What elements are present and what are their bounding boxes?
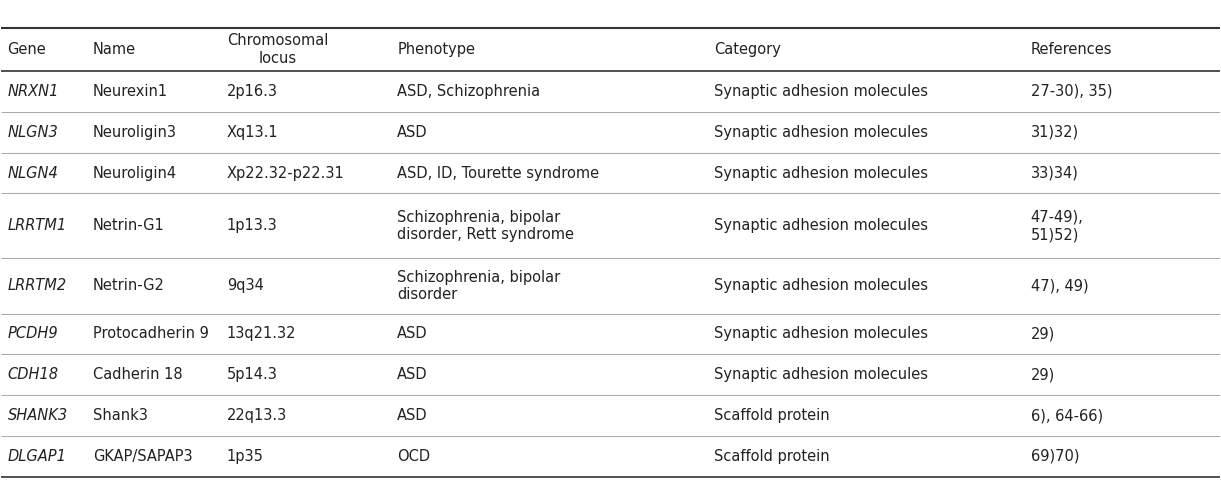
Text: NRXN1: NRXN1 [7, 84, 59, 99]
Text: 47-49),
51)52): 47-49), 51)52) [1031, 210, 1083, 242]
Text: Schizophrenia, bipolar
disorder, Rett syndrome: Schizophrenia, bipolar disorder, Rett sy… [397, 210, 574, 242]
Text: NLGN3: NLGN3 [7, 125, 59, 140]
Text: Shank3: Shank3 [93, 408, 148, 423]
Text: OCD: OCD [397, 449, 431, 464]
Text: 33)34): 33)34) [1031, 166, 1078, 181]
Text: 29): 29) [1031, 367, 1055, 382]
Text: Synaptic adhesion molecules: Synaptic adhesion molecules [714, 327, 928, 341]
Text: Protocadherin 9: Protocadherin 9 [93, 327, 209, 341]
Text: 13q21.32: 13q21.32 [227, 327, 297, 341]
Text: Xq13.1: Xq13.1 [227, 125, 278, 140]
Text: Neuroligin4: Neuroligin4 [93, 166, 177, 181]
Text: 2p16.3: 2p16.3 [227, 84, 277, 99]
Text: Synaptic adhesion molecules: Synaptic adhesion molecules [714, 278, 928, 293]
Text: Chromosomal
locus: Chromosomal locus [227, 33, 328, 66]
Text: Gene: Gene [7, 42, 46, 57]
Text: Cadherin 18: Cadherin 18 [93, 367, 182, 382]
Text: Schizophrenia, bipolar
disorder: Schizophrenia, bipolar disorder [397, 270, 560, 302]
Text: 22q13.3: 22q13.3 [227, 408, 287, 423]
Text: Scaffold protein: Scaffold protein [714, 449, 830, 464]
Text: NLGN4: NLGN4 [7, 166, 59, 181]
Text: Xp22.32-p22.31: Xp22.32-p22.31 [227, 166, 344, 181]
Text: PCDH9: PCDH9 [7, 327, 59, 341]
Text: 1p35: 1p35 [227, 449, 264, 464]
Text: Synaptic adhesion molecules: Synaptic adhesion molecules [714, 125, 928, 140]
Text: 1p13.3: 1p13.3 [227, 218, 277, 233]
Text: ASD, Schizophrenia: ASD, Schizophrenia [397, 84, 541, 99]
Text: Netrin-G2: Netrin-G2 [93, 278, 165, 293]
Text: Name: Name [93, 42, 136, 57]
Text: SHANK3: SHANK3 [7, 408, 67, 423]
Text: Phenotype: Phenotype [397, 42, 475, 57]
Text: 29): 29) [1031, 327, 1055, 341]
Text: Neurexin1: Neurexin1 [93, 84, 167, 99]
Text: LRRTM2: LRRTM2 [7, 278, 67, 293]
Text: Synaptic adhesion molecules: Synaptic adhesion molecules [714, 166, 928, 181]
Text: ASD: ASD [397, 327, 427, 341]
Text: ASD, ID, Tourette syndrome: ASD, ID, Tourette syndrome [397, 166, 600, 181]
Text: GKAP/SAPAP3: GKAP/SAPAP3 [93, 449, 193, 464]
Text: Synaptic adhesion molecules: Synaptic adhesion molecules [714, 218, 928, 233]
Text: Scaffold protein: Scaffold protein [714, 408, 830, 423]
Text: Netrin-G1: Netrin-G1 [93, 218, 165, 233]
Text: 9q34: 9q34 [227, 278, 264, 293]
Text: Synaptic adhesion molecules: Synaptic adhesion molecules [714, 367, 928, 382]
Text: 27-30), 35): 27-30), 35) [1031, 84, 1112, 99]
Text: ASD: ASD [397, 125, 427, 140]
Text: 69)70): 69)70) [1031, 449, 1079, 464]
Text: ASD: ASD [397, 367, 427, 382]
Text: DLGAP1: DLGAP1 [7, 449, 66, 464]
Text: Synaptic adhesion molecules: Synaptic adhesion molecules [714, 84, 928, 99]
Text: References: References [1031, 42, 1112, 57]
Text: LRRTM1: LRRTM1 [7, 218, 67, 233]
Text: 5p14.3: 5p14.3 [227, 367, 277, 382]
Text: CDH18: CDH18 [7, 367, 59, 382]
Text: 6), 64-66): 6), 64-66) [1031, 408, 1103, 423]
Text: Neuroligin3: Neuroligin3 [93, 125, 177, 140]
Text: 47), 49): 47), 49) [1031, 278, 1088, 293]
Text: ASD: ASD [397, 408, 427, 423]
Text: Category: Category [714, 42, 781, 57]
Text: 31)32): 31)32) [1031, 125, 1079, 140]
